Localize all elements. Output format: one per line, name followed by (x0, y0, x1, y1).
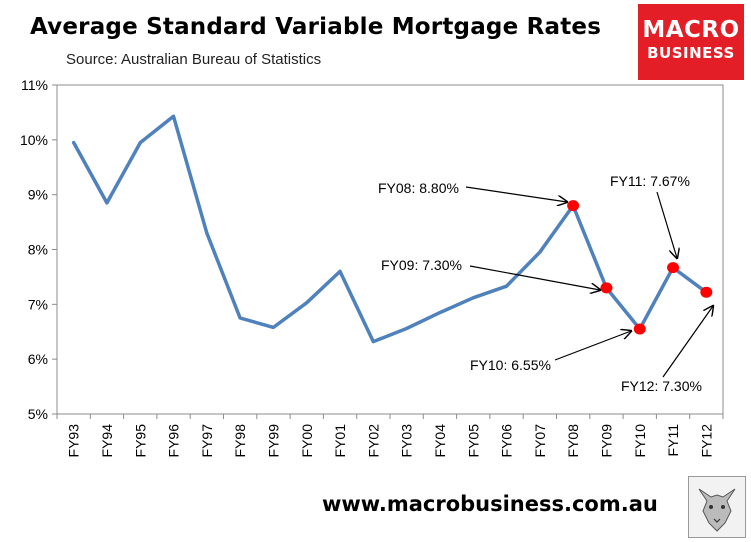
x-tick-label: FY11 (665, 424, 681, 457)
macrobusiness-logo: MACRO BUSINESS (638, 4, 744, 80)
x-tick-label: FY08 (565, 424, 581, 458)
x-tick-label: FY12 (698, 424, 714, 458)
x-tick-label: FY01 (332, 424, 348, 458)
data-point (338, 269, 342, 273)
data-point (238, 316, 242, 320)
highlight-marker (567, 200, 580, 212)
y-tick-label: 7% (28, 296, 48, 312)
data-point (172, 114, 176, 118)
x-tick-label: FY06 (499, 424, 515, 458)
y-tick-label: 9% (28, 187, 48, 203)
callout-arrow (554, 331, 631, 361)
callout-arrow (465, 186, 567, 202)
highlight-marker (700, 286, 713, 298)
x-tick-label: FY02 (365, 424, 381, 458)
x-tick-label: FY10 (632, 424, 648, 458)
y-tick-label: 8% (28, 242, 48, 258)
data-point (371, 340, 375, 344)
data-point (438, 311, 442, 315)
callout-label: FY08: 8.80% (378, 180, 459, 196)
highlight-marker (600, 282, 613, 294)
callout-label: FY12: 7.30% (621, 378, 702, 394)
data-point (138, 141, 142, 145)
plot-area (56, 84, 724, 415)
logo-line-macro: MACRO (642, 17, 740, 43)
x-tick-label: FY05 (465, 424, 481, 458)
data-point (271, 325, 275, 329)
y-tick-label: 6% (28, 351, 48, 367)
data-point (505, 284, 509, 288)
x-tick-label: FY07 (532, 424, 548, 458)
highlight-marker (633, 323, 646, 335)
x-tick-label: FY04 (432, 424, 448, 458)
wolf-mascot-icon (688, 476, 746, 538)
data-point (471, 296, 475, 300)
chart-source: Source: Australian Bureau of Statistics (66, 51, 322, 68)
data-point (72, 141, 76, 145)
x-tick-label: FY03 (399, 424, 415, 458)
callout-label: FY11: 7.67% (610, 173, 690, 189)
data-point (405, 326, 409, 330)
x-tick-label: FY09 (598, 424, 614, 458)
series-line (71, 114, 709, 344)
x-tick-label: FY93 (66, 424, 82, 458)
x-tick-label: FY98 (232, 424, 248, 458)
data-point (305, 301, 309, 305)
logo-line-business: BUSINESS (647, 44, 735, 62)
x-tick-label: FY00 (299, 424, 315, 458)
x-tick-label: FY95 (132, 424, 148, 458)
callout-arrow (662, 306, 713, 378)
y-tick-label: 10% (20, 132, 48, 148)
chart-title: Average Standard Variable Mortgage Rates (30, 14, 602, 40)
callout-arrow (469, 265, 600, 290)
highlight-marker (667, 262, 680, 274)
data-point (538, 250, 542, 254)
callout-arrow (656, 191, 677, 258)
x-tick-label: FY99 (265, 424, 281, 458)
y-tick-label: 11% (21, 77, 48, 93)
data-point (105, 201, 109, 205)
data-point (205, 231, 209, 235)
callout-label: FY09: 7.30% (381, 257, 462, 273)
x-tick-label: FY97 (199, 424, 215, 458)
x-tick-label: FY96 (166, 424, 182, 458)
y-tick-label: 5% (28, 406, 48, 422)
footer-url[interactable]: www.macrobusiness.com.au (322, 492, 658, 516)
x-tick-label: FY94 (99, 424, 115, 458)
callout-label: FY10: 6.55% (470, 357, 551, 373)
